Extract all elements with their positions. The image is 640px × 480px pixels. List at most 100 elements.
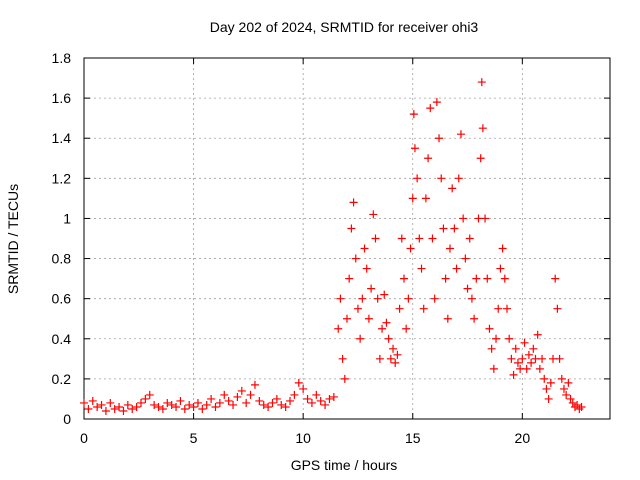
x-tick-label: 15 <box>405 430 421 446</box>
data-point <box>450 224 459 233</box>
data-point <box>163 398 172 407</box>
data-point <box>485 324 494 333</box>
y-tick-label: 0 <box>63 411 71 427</box>
data-point <box>215 398 224 407</box>
y-tick-label: 1 <box>63 210 71 226</box>
data-point <box>481 214 490 223</box>
data-point <box>316 396 325 405</box>
data-point <box>432 98 441 107</box>
data-point <box>264 402 273 411</box>
data-point <box>384 334 393 343</box>
data-point <box>259 400 268 409</box>
data-points <box>80 78 586 415</box>
data-point <box>538 354 547 363</box>
data-point <box>413 174 422 183</box>
data-point <box>408 194 417 203</box>
data-point <box>180 404 189 413</box>
data-point <box>106 398 115 407</box>
y-tick-label: 0.6 <box>52 291 72 307</box>
data-point <box>321 400 330 409</box>
data-point <box>338 354 347 363</box>
data-point <box>202 400 211 409</box>
data-point <box>211 402 220 411</box>
data-point <box>343 314 351 323</box>
data-point <box>88 396 97 405</box>
data-point <box>494 304 503 313</box>
data-point <box>426 104 435 113</box>
data-point <box>250 380 259 389</box>
data-point <box>518 354 527 363</box>
data-point <box>336 294 345 303</box>
data-point <box>220 390 229 399</box>
data-point <box>472 274 481 283</box>
plot-frame <box>83 57 611 420</box>
data-point <box>566 394 575 403</box>
data-point <box>281 402 290 411</box>
data-point <box>371 234 380 243</box>
data-point <box>193 398 202 407</box>
data-point <box>524 350 533 359</box>
data-point <box>362 264 371 273</box>
data-point <box>373 294 382 303</box>
y-tick-label: 1.6 <box>52 90 72 106</box>
data-point <box>233 392 242 401</box>
data-point <box>334 324 343 333</box>
data-point <box>435 134 444 143</box>
data-point <box>443 314 452 323</box>
data-point <box>246 390 255 399</box>
data-point <box>533 330 542 339</box>
data-point <box>84 404 93 413</box>
data-point <box>564 378 573 387</box>
data-point <box>345 274 354 283</box>
data-point <box>439 224 448 233</box>
data-point <box>553 304 562 313</box>
data-point <box>358 294 367 303</box>
data-point <box>477 78 486 87</box>
data-point <box>198 404 207 413</box>
data-point <box>395 304 404 313</box>
data-point <box>557 374 566 383</box>
data-point <box>145 390 154 399</box>
y-tick-label: 0.2 <box>52 371 72 387</box>
data-point <box>325 394 334 403</box>
data-point <box>93 402 102 411</box>
data-point <box>185 400 194 409</box>
data-point <box>150 400 159 409</box>
data-point <box>476 154 485 163</box>
data-point <box>424 154 433 163</box>
x-tick-label: 5 <box>190 430 198 446</box>
data-point <box>391 358 400 367</box>
data-point <box>404 294 413 303</box>
data-point <box>489 364 498 373</box>
data-point <box>369 210 378 219</box>
data-point <box>353 304 362 313</box>
x-tick-label: 10 <box>295 430 311 446</box>
data-point <box>255 396 264 405</box>
data-point <box>224 396 233 405</box>
data-point <box>360 244 369 253</box>
data-point <box>277 400 286 409</box>
data-point <box>123 400 132 409</box>
data-point <box>136 398 145 407</box>
data-point <box>568 398 577 407</box>
data-point <box>80 398 88 407</box>
data-point <box>522 364 531 373</box>
data-point <box>303 394 312 403</box>
data-point <box>461 254 470 263</box>
data-point <box>406 244 415 253</box>
data-point <box>132 402 141 411</box>
data-point <box>559 384 568 393</box>
data-point <box>237 386 246 395</box>
data-point <box>441 274 450 283</box>
y-tick-label: 1.2 <box>52 170 72 186</box>
data-point <box>496 264 505 273</box>
y-tick-label: 1.4 <box>52 130 72 146</box>
data-point <box>272 394 281 403</box>
data-point <box>101 406 110 415</box>
data-point <box>500 274 509 283</box>
data-point <box>351 254 360 263</box>
data-point <box>544 394 553 403</box>
data-point <box>242 398 251 407</box>
data-point <box>128 404 137 413</box>
data-point <box>542 384 551 393</box>
